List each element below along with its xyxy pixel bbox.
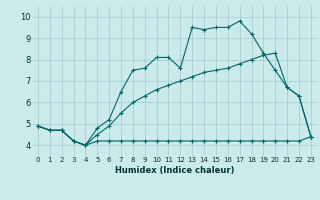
X-axis label: Humidex (Indice chaleur): Humidex (Indice chaleur) xyxy=(115,166,234,175)
